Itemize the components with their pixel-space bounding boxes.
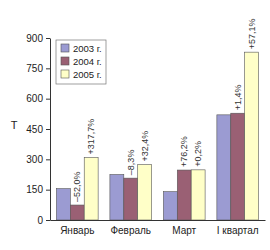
legend-label: 2005 г.	[73, 69, 102, 80]
y-axis: 0 150 300 450 600 750 900	[26, 33, 50, 226]
bar	[110, 175, 124, 221]
bar	[217, 115, 231, 220]
x-tick: Март	[172, 225, 196, 236]
y-tick-mark	[46, 159, 50, 160]
bar	[163, 192, 177, 220]
y-tick-label: 750	[26, 63, 43, 74]
legend-label: 2004 г.	[73, 56, 102, 67]
legend-swatch	[61, 44, 69, 52]
annotation: +1,4%	[233, 84, 243, 110]
annotation: –8,3%	[126, 150, 136, 176]
bar	[70, 205, 84, 220]
legend-box	[56, 40, 106, 84]
y-tick-mark	[46, 190, 50, 191]
annotation: +57,1%	[247, 18, 257, 49]
x-tick: Январь	[60, 225, 94, 236]
legend: 2003 г. 2004 г. 2005 г.	[56, 40, 106, 84]
y-tick-mark	[46, 68, 50, 69]
plot: –52,0% –8,3% +76,2% +1,4% +317,7% +32,4% +0,2%…	[26, 18, 265, 236]
annotation: +32,4%	[140, 131, 150, 162]
legend-swatch	[61, 57, 69, 65]
bar	[124, 178, 138, 220]
y-tick-label: 300	[26, 154, 43, 165]
x-axis: Январь Февраль Март I квартал	[51, 221, 266, 237]
bar	[245, 52, 259, 220]
x-axis-line	[51, 220, 266, 221]
y-tick-mark	[46, 38, 50, 39]
y-tick-label: 450	[26, 124, 43, 135]
x-tick: I квартал	[217, 225, 259, 236]
y-tick: 750	[26, 63, 50, 74]
y-tick: 450	[26, 124, 50, 135]
y-axis-title: Т	[11, 119, 18, 131]
annotation: –52,0%	[72, 172, 82, 203]
bar	[56, 189, 70, 220]
bar	[84, 158, 98, 220]
y-tick-label: 900	[26, 33, 43, 44]
y-tick: 0	[37, 215, 50, 226]
y-tick-mark	[46, 129, 50, 130]
y-tick: 900	[26, 33, 50, 44]
y-tick: 150	[26, 184, 50, 195]
x-tick-label: Март	[172, 225, 196, 236]
y-tick-mark	[46, 220, 50, 221]
y-tick-label: 150	[26, 184, 43, 195]
y-tick: 300	[26, 154, 50, 165]
x-tick-label: Январь	[60, 225, 94, 236]
x-tick-label: I квартал	[217, 225, 259, 236]
bar	[177, 170, 191, 220]
x-tick: Февраль	[110, 225, 151, 236]
y-tick-mark	[46, 99, 50, 100]
bars	[56, 52, 258, 220]
x-tick-label: Февраль	[110, 225, 151, 236]
bar	[191, 170, 205, 220]
y-tick-label: 0	[37, 215, 43, 226]
y-axis-line	[50, 39, 51, 221]
annotation: +76,2%	[179, 136, 189, 167]
annotation: +317,7%	[86, 119, 96, 155]
bar	[231, 113, 245, 220]
legend-swatch	[61, 70, 69, 78]
bar	[138, 165, 152, 220]
chart: –52,0% –8,3% +76,2% +1,4% +317,7% +32,4% +0,2%…	[0, 0, 270, 250]
annotations: –52,0% –8,3% +76,2% +1,4% +317,7% +32,4% +0,2%…	[72, 18, 256, 202]
legend-label: 2003 г.	[73, 43, 102, 54]
y-tick: 600	[26, 93, 50, 104]
annotation: +0,2%	[193, 141, 203, 167]
y-tick-label: 600	[26, 93, 43, 104]
